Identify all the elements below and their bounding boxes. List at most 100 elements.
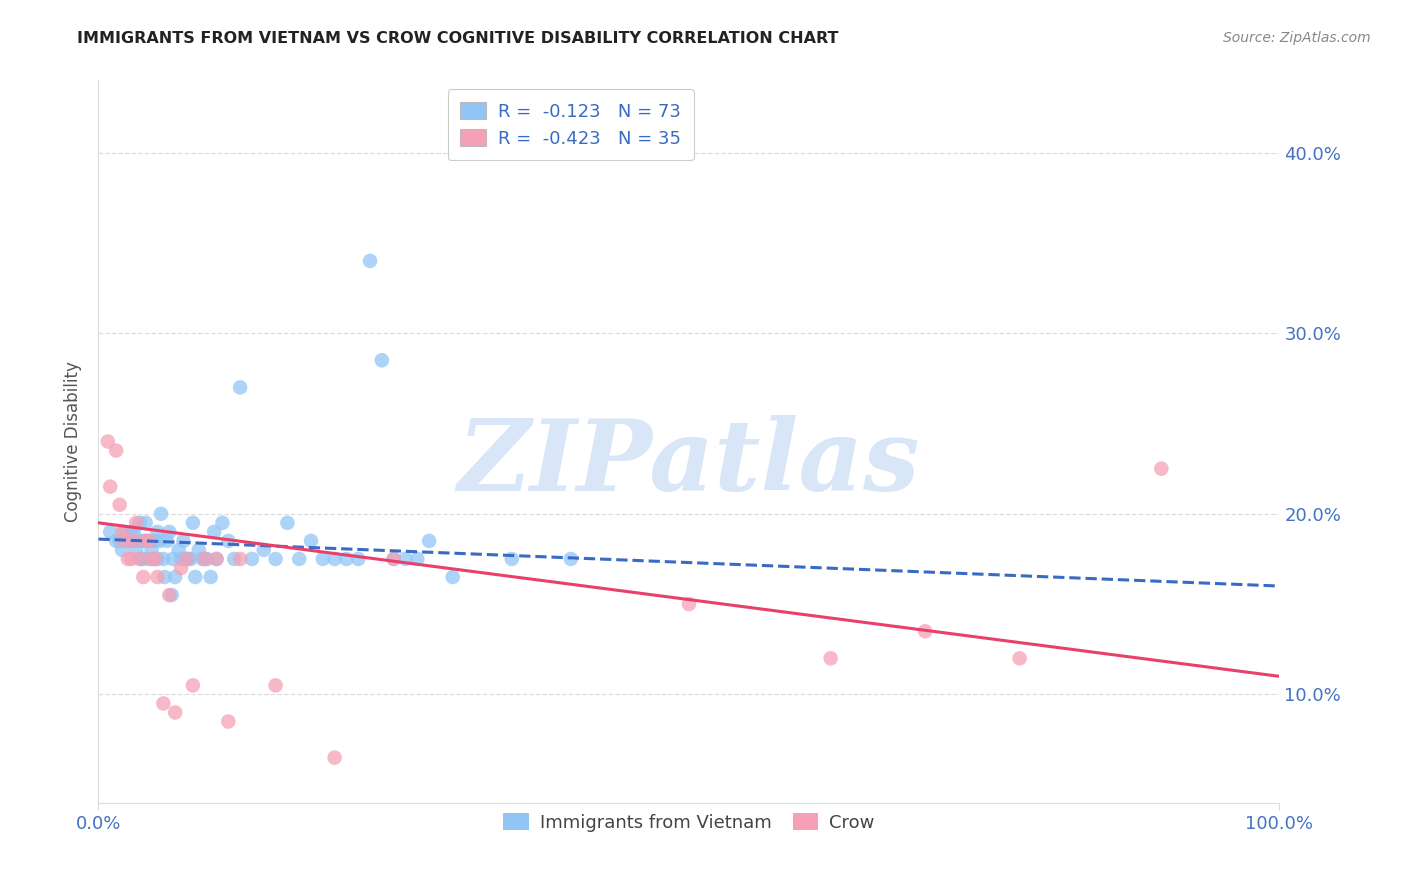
Point [121, 524, 143, 539]
Point [162, 552, 184, 566]
Point [143, 533, 166, 548]
Point [205, 552, 228, 566]
Point [323, 552, 346, 566]
Point [229, 380, 252, 394]
Point [406, 552, 429, 566]
Point [200, 570, 222, 584]
Point [132, 570, 155, 584]
Point [111, 524, 134, 539]
Point [264, 678, 287, 692]
Point [152, 697, 174, 711]
Point [152, 552, 174, 566]
Point [211, 516, 233, 530]
Point [142, 552, 165, 566]
Point [288, 552, 311, 566]
Point [253, 542, 276, 557]
Point [382, 552, 405, 566]
Point [105, 443, 128, 458]
Point [441, 570, 464, 584]
Point [98, 524, 121, 539]
Point [138, 552, 160, 566]
Point [108, 533, 131, 548]
Point [191, 552, 214, 566]
Point [335, 552, 357, 566]
Point [122, 533, 145, 548]
Point [299, 533, 322, 548]
Point [205, 552, 228, 566]
Point [184, 570, 207, 584]
Point [914, 624, 936, 639]
Point [131, 533, 153, 548]
Point [418, 533, 440, 548]
Point [240, 552, 263, 566]
Point [135, 516, 157, 530]
Point [187, 542, 209, 557]
Point [146, 552, 169, 566]
Point [146, 570, 169, 584]
Point [135, 533, 157, 548]
Point [167, 542, 190, 557]
Point [382, 552, 405, 566]
Point [195, 552, 218, 566]
Point [160, 588, 183, 602]
Point [111, 542, 134, 557]
Point [820, 651, 842, 665]
Point [202, 524, 225, 539]
Point [136, 533, 159, 548]
Point [125, 542, 148, 557]
Legend: Immigrants from Vietnam, Crow: Immigrants from Vietnam, Crow [491, 800, 887, 845]
Point [156, 533, 179, 548]
Point [501, 552, 523, 566]
Point [194, 552, 217, 566]
Point [359, 253, 381, 268]
Text: IMMIGRANTS FROM VIETNAM VS CROW COGNITIVE DISABILITY CORRELATION CHART: IMMIGRANTS FROM VIETNAM VS CROW COGNITIV… [77, 31, 839, 46]
Point [120, 533, 142, 548]
Point [122, 524, 145, 539]
Point [174, 552, 197, 566]
Point [117, 552, 139, 566]
Point [149, 533, 172, 548]
Point [98, 480, 121, 494]
Point [165, 570, 187, 584]
Point [312, 552, 335, 566]
Point [105, 533, 128, 548]
Point [172, 533, 194, 548]
Point [135, 533, 157, 548]
Point [347, 552, 370, 566]
Point [143, 552, 166, 566]
Point [165, 706, 187, 720]
Point [181, 678, 204, 692]
Point [678, 597, 700, 611]
Point [117, 533, 139, 548]
Point [560, 552, 582, 566]
Point [229, 552, 252, 566]
Point [276, 516, 298, 530]
Point [141, 542, 163, 557]
Point [217, 533, 239, 548]
Point [108, 498, 131, 512]
Point [157, 524, 180, 539]
Point [323, 750, 346, 764]
Point [97, 434, 120, 449]
Point [180, 552, 202, 566]
Point [132, 552, 155, 566]
Point [125, 516, 148, 530]
Text: ZIPatlas: ZIPatlas [458, 415, 920, 511]
Point [217, 714, 239, 729]
Point [1150, 461, 1173, 475]
Point [176, 552, 198, 566]
Point [129, 552, 152, 566]
Point [142, 533, 165, 548]
Point [181, 516, 204, 530]
Point [1008, 651, 1031, 665]
Point [146, 524, 169, 539]
Point [121, 552, 143, 566]
Point [128, 516, 150, 530]
Point [371, 353, 394, 368]
Point [170, 552, 193, 566]
Point [177, 552, 200, 566]
Point [127, 533, 149, 548]
Point [122, 533, 145, 548]
Point [112, 533, 135, 548]
Point [224, 552, 246, 566]
